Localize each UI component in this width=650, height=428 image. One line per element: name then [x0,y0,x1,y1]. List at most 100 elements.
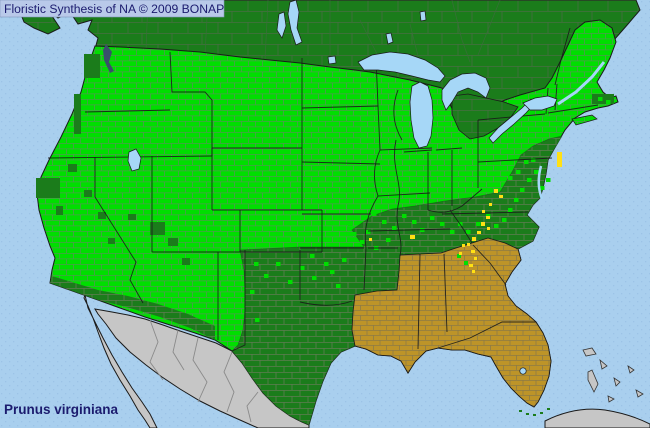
county-marker [36,178,60,198]
county-marker [557,152,562,167]
county-marker [481,222,485,226]
county-marker [56,206,63,215]
county-marker [520,188,525,192]
mexico-state-borders [149,319,259,423]
county-marker [534,170,539,174]
county-marker [276,262,281,266]
county-marker [464,261,468,265]
title-chip: Floristic Synthesis of NA © 2009 BONAP [0,0,225,18]
county-marker [471,250,475,253]
canada-province-borders [145,0,501,66]
chesapeake-bay [537,165,544,200]
county-marker [502,218,507,222]
lake-huron [441,72,491,111]
county-marker [547,408,550,410]
lake-superior [357,51,446,83]
county-marker [499,195,503,198]
county-marker [324,262,329,266]
county-marker [467,243,470,246]
county-marker [98,212,106,219]
county-marker [519,410,522,412]
county-marker [382,220,387,224]
county-marker [531,158,536,162]
small-lake [419,10,427,22]
county-marker [533,414,536,416]
county-marker [508,208,513,212]
long-island [571,114,598,126]
county-marker [457,254,461,258]
county-marker [540,412,543,414]
county-marker [450,230,455,234]
county-marker [310,254,315,258]
county-marker [592,94,614,104]
county-marker [348,222,353,226]
county-marker [330,270,335,274]
rare-yellow-counties [369,152,562,273]
lake-okeechobee [519,367,527,375]
county-marker [494,224,499,228]
county-marker [128,214,136,220]
county-marker [476,222,481,226]
county-marker [440,222,445,226]
county-marker [372,212,377,216]
county-marker [412,220,417,224]
county-marker [459,252,462,255]
county-marker [606,100,611,104]
county-marker [546,178,551,182]
county-marker [336,284,341,288]
map-title: Floristic Synthesis of NA © 2009 BONAP [4,2,224,16]
county-marker [489,203,492,206]
county-marker [300,266,305,270]
county-marker [472,270,475,273]
county-marker [540,186,545,190]
county-marker [352,232,357,236]
species-label: Prunus virginiana [4,402,119,417]
southeast-absent-region [351,237,552,408]
title-chip-background [0,0,225,18]
county-marker [264,274,269,278]
great-salt-lake [127,148,142,172]
county-marker [526,413,529,415]
county-marker [477,231,481,234]
county-marker [524,160,529,164]
county-marker [366,230,371,234]
county-marker [514,198,519,202]
baja-california-peninsula [83,293,158,428]
county-marker [312,276,317,280]
county-marker [598,97,603,101]
county-marker [482,210,485,213]
county-marker [410,235,415,239]
county-marker [150,222,165,235]
county-marker [342,258,347,262]
county-marker [254,262,259,266]
county-marker [68,164,77,172]
bahamas-islands [582,347,644,403]
lake-of-the-woods [327,55,337,65]
county-marker [84,54,100,78]
county-marker [168,238,178,246]
county-marker [516,170,521,174]
county-marker [527,178,532,182]
county-marker [369,238,372,241]
lake-manitoba [276,11,287,39]
county-marker [74,94,81,134]
lake-michigan [409,81,434,149]
county-marker [474,257,477,260]
border-strip-dark-region [50,276,215,340]
county-marker [462,244,465,247]
county-marker [108,238,115,244]
county-marker [255,318,260,322]
county-marker [494,189,498,193]
county-marker [392,226,397,230]
county-marker [288,280,293,284]
scattered-dark-counties [36,54,614,416]
county-marker [402,214,407,218]
county-marker [182,258,190,265]
county-marker [469,264,473,267]
county-marker [508,176,513,180]
county-marker [250,290,255,294]
puget-sound [103,44,114,73]
lake-winnipeg [287,0,303,46]
